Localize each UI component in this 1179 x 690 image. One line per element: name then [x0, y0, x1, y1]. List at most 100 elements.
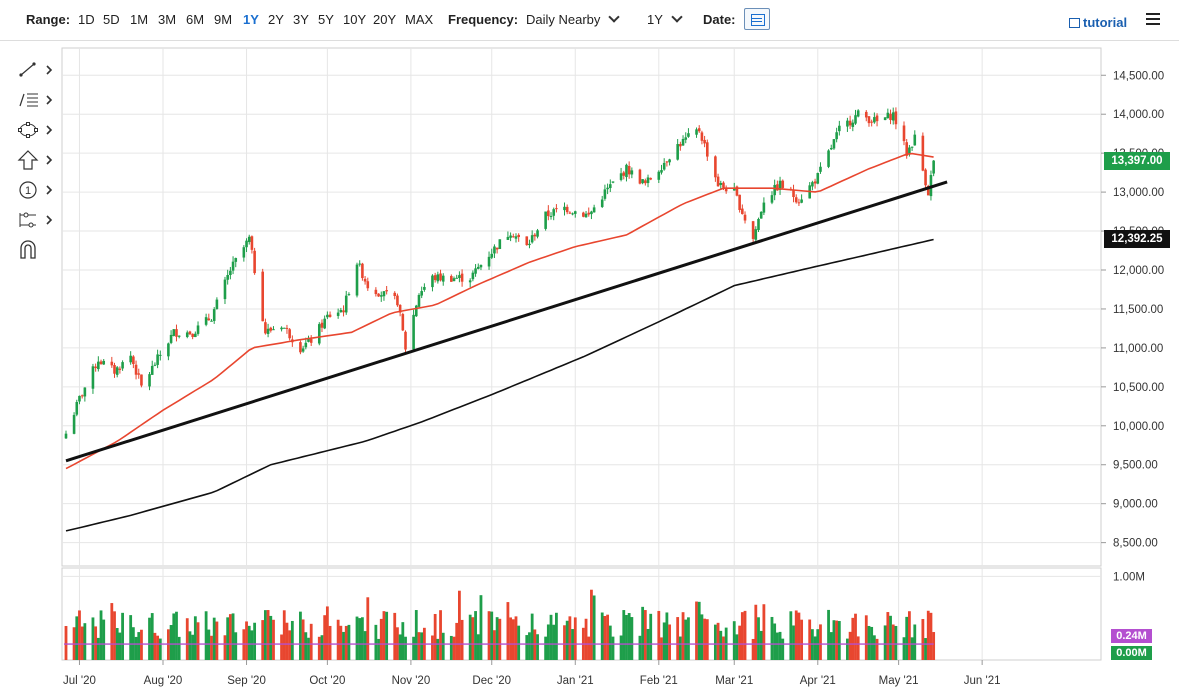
range-10y[interactable]: 10Y	[343, 12, 367, 27]
range-5y[interactable]: 5Y	[318, 12, 334, 27]
candle-body	[600, 199, 604, 207]
candle	[113, 362, 116, 378]
candle	[662, 158, 666, 171]
candle-body	[657, 171, 661, 180]
candle	[902, 121, 906, 146]
candle	[646, 174, 650, 188]
x-tick-label: Oct '20	[309, 675, 345, 687]
volume-bar	[261, 620, 265, 660]
range-20y[interactable]: 20Y	[373, 12, 397, 27]
candle-body	[245, 240, 248, 248]
candle	[921, 132, 925, 172]
candle-body	[587, 212, 591, 215]
arrow-up-icon	[17, 150, 53, 170]
candle	[474, 264, 477, 277]
range-1m[interactable]: 1M	[130, 12, 149, 27]
volume-frame	[61, 567, 1102, 661]
range-max[interactable]: MAX	[405, 12, 434, 27]
volume-bar	[460, 619, 464, 660]
candle-body	[97, 361, 100, 370]
candle	[627, 161, 631, 179]
candle-body	[716, 176, 720, 187]
candle	[848, 115, 852, 130]
candle-body	[455, 277, 459, 279]
svg-text:1: 1	[25, 185, 31, 197]
range-5d[interactable]: 5D	[103, 12, 120, 27]
range-3y[interactable]: 3Y	[293, 12, 309, 27]
period-dropdown[interactable]: 1Y	[647, 11, 683, 27]
candle-body	[328, 314, 332, 317]
magnet-tool[interactable]	[14, 236, 54, 266]
candle-body	[932, 160, 935, 174]
candle	[194, 331, 197, 338]
volume-bar	[288, 630, 292, 660]
candle	[665, 161, 669, 167]
volume-bar	[611, 636, 615, 660]
range-1y[interactable]: 1Y	[243, 12, 259, 27]
x-tick-label: Jan '21	[557, 675, 594, 687]
hamburger-menu-icon[interactable]	[1146, 13, 1160, 25]
candle-body	[509, 235, 512, 238]
arrow-tool[interactable]	[14, 146, 54, 176]
candle-body	[886, 112, 890, 119]
candle-body	[309, 339, 313, 343]
candle	[266, 323, 270, 338]
range-3m[interactable]: 3M	[158, 12, 177, 27]
candle	[393, 291, 397, 300]
range-9m[interactable]: 9M	[214, 12, 233, 27]
volume-bar	[439, 610, 442, 660]
volume-bar	[544, 636, 548, 660]
candle	[396, 293, 399, 307]
volume-bar	[546, 624, 550, 660]
candle-body	[412, 314, 415, 350]
measure-tool[interactable]	[14, 206, 54, 236]
candle	[363, 276, 367, 285]
candle	[336, 308, 340, 319]
fibonacci-tool[interactable]	[14, 86, 54, 116]
annotation-tool[interactable]: 1	[14, 176, 54, 206]
tutorial-link[interactable]: tutorial	[1069, 15, 1127, 30]
volume-bar	[848, 631, 852, 660]
candle-body	[288, 329, 291, 339]
candle-body	[530, 235, 534, 243]
candle-body	[754, 229, 758, 240]
volume-bar	[606, 614, 610, 660]
candle-body	[608, 184, 612, 189]
volume-bar	[770, 616, 774, 660]
candle-body	[441, 275, 445, 282]
candle	[913, 130, 917, 146]
volume-bar	[775, 632, 779, 660]
candle	[571, 212, 574, 216]
candle	[118, 366, 122, 374]
calendar-icon[interactable]	[744, 8, 770, 30]
candle-body	[417, 294, 421, 307]
candle-body	[83, 387, 87, 397]
volume-bar	[819, 624, 822, 660]
candle	[856, 109, 860, 118]
candle-body	[344, 295, 348, 313]
trend-line-tool[interactable]	[14, 56, 54, 86]
film-icon	[1069, 18, 1080, 28]
candle	[366, 277, 370, 291]
candle-body	[611, 181, 615, 183]
candle-body	[231, 261, 235, 271]
candle-body	[590, 211, 593, 215]
range-6m[interactable]: 6M	[186, 12, 205, 27]
candle-body	[829, 148, 833, 150]
candle-body	[78, 395, 81, 402]
candle-body	[819, 166, 822, 172]
shapes-tool[interactable]	[14, 116, 54, 146]
candle-body	[536, 230, 539, 237]
frequency-dropdown[interactable]: Daily Nearby	[526, 11, 621, 27]
candle-body	[644, 180, 647, 184]
candle-body	[552, 209, 556, 216]
candle-body	[493, 246, 496, 254]
volume-bar	[266, 610, 270, 660]
range-1d[interactable]: 1D	[78, 12, 95, 27]
candle	[555, 204, 558, 213]
candle-body	[272, 329, 275, 331]
candle-body	[867, 116, 871, 124]
volume-bar	[458, 590, 461, 660]
range-2y[interactable]: 2Y	[268, 12, 284, 27]
